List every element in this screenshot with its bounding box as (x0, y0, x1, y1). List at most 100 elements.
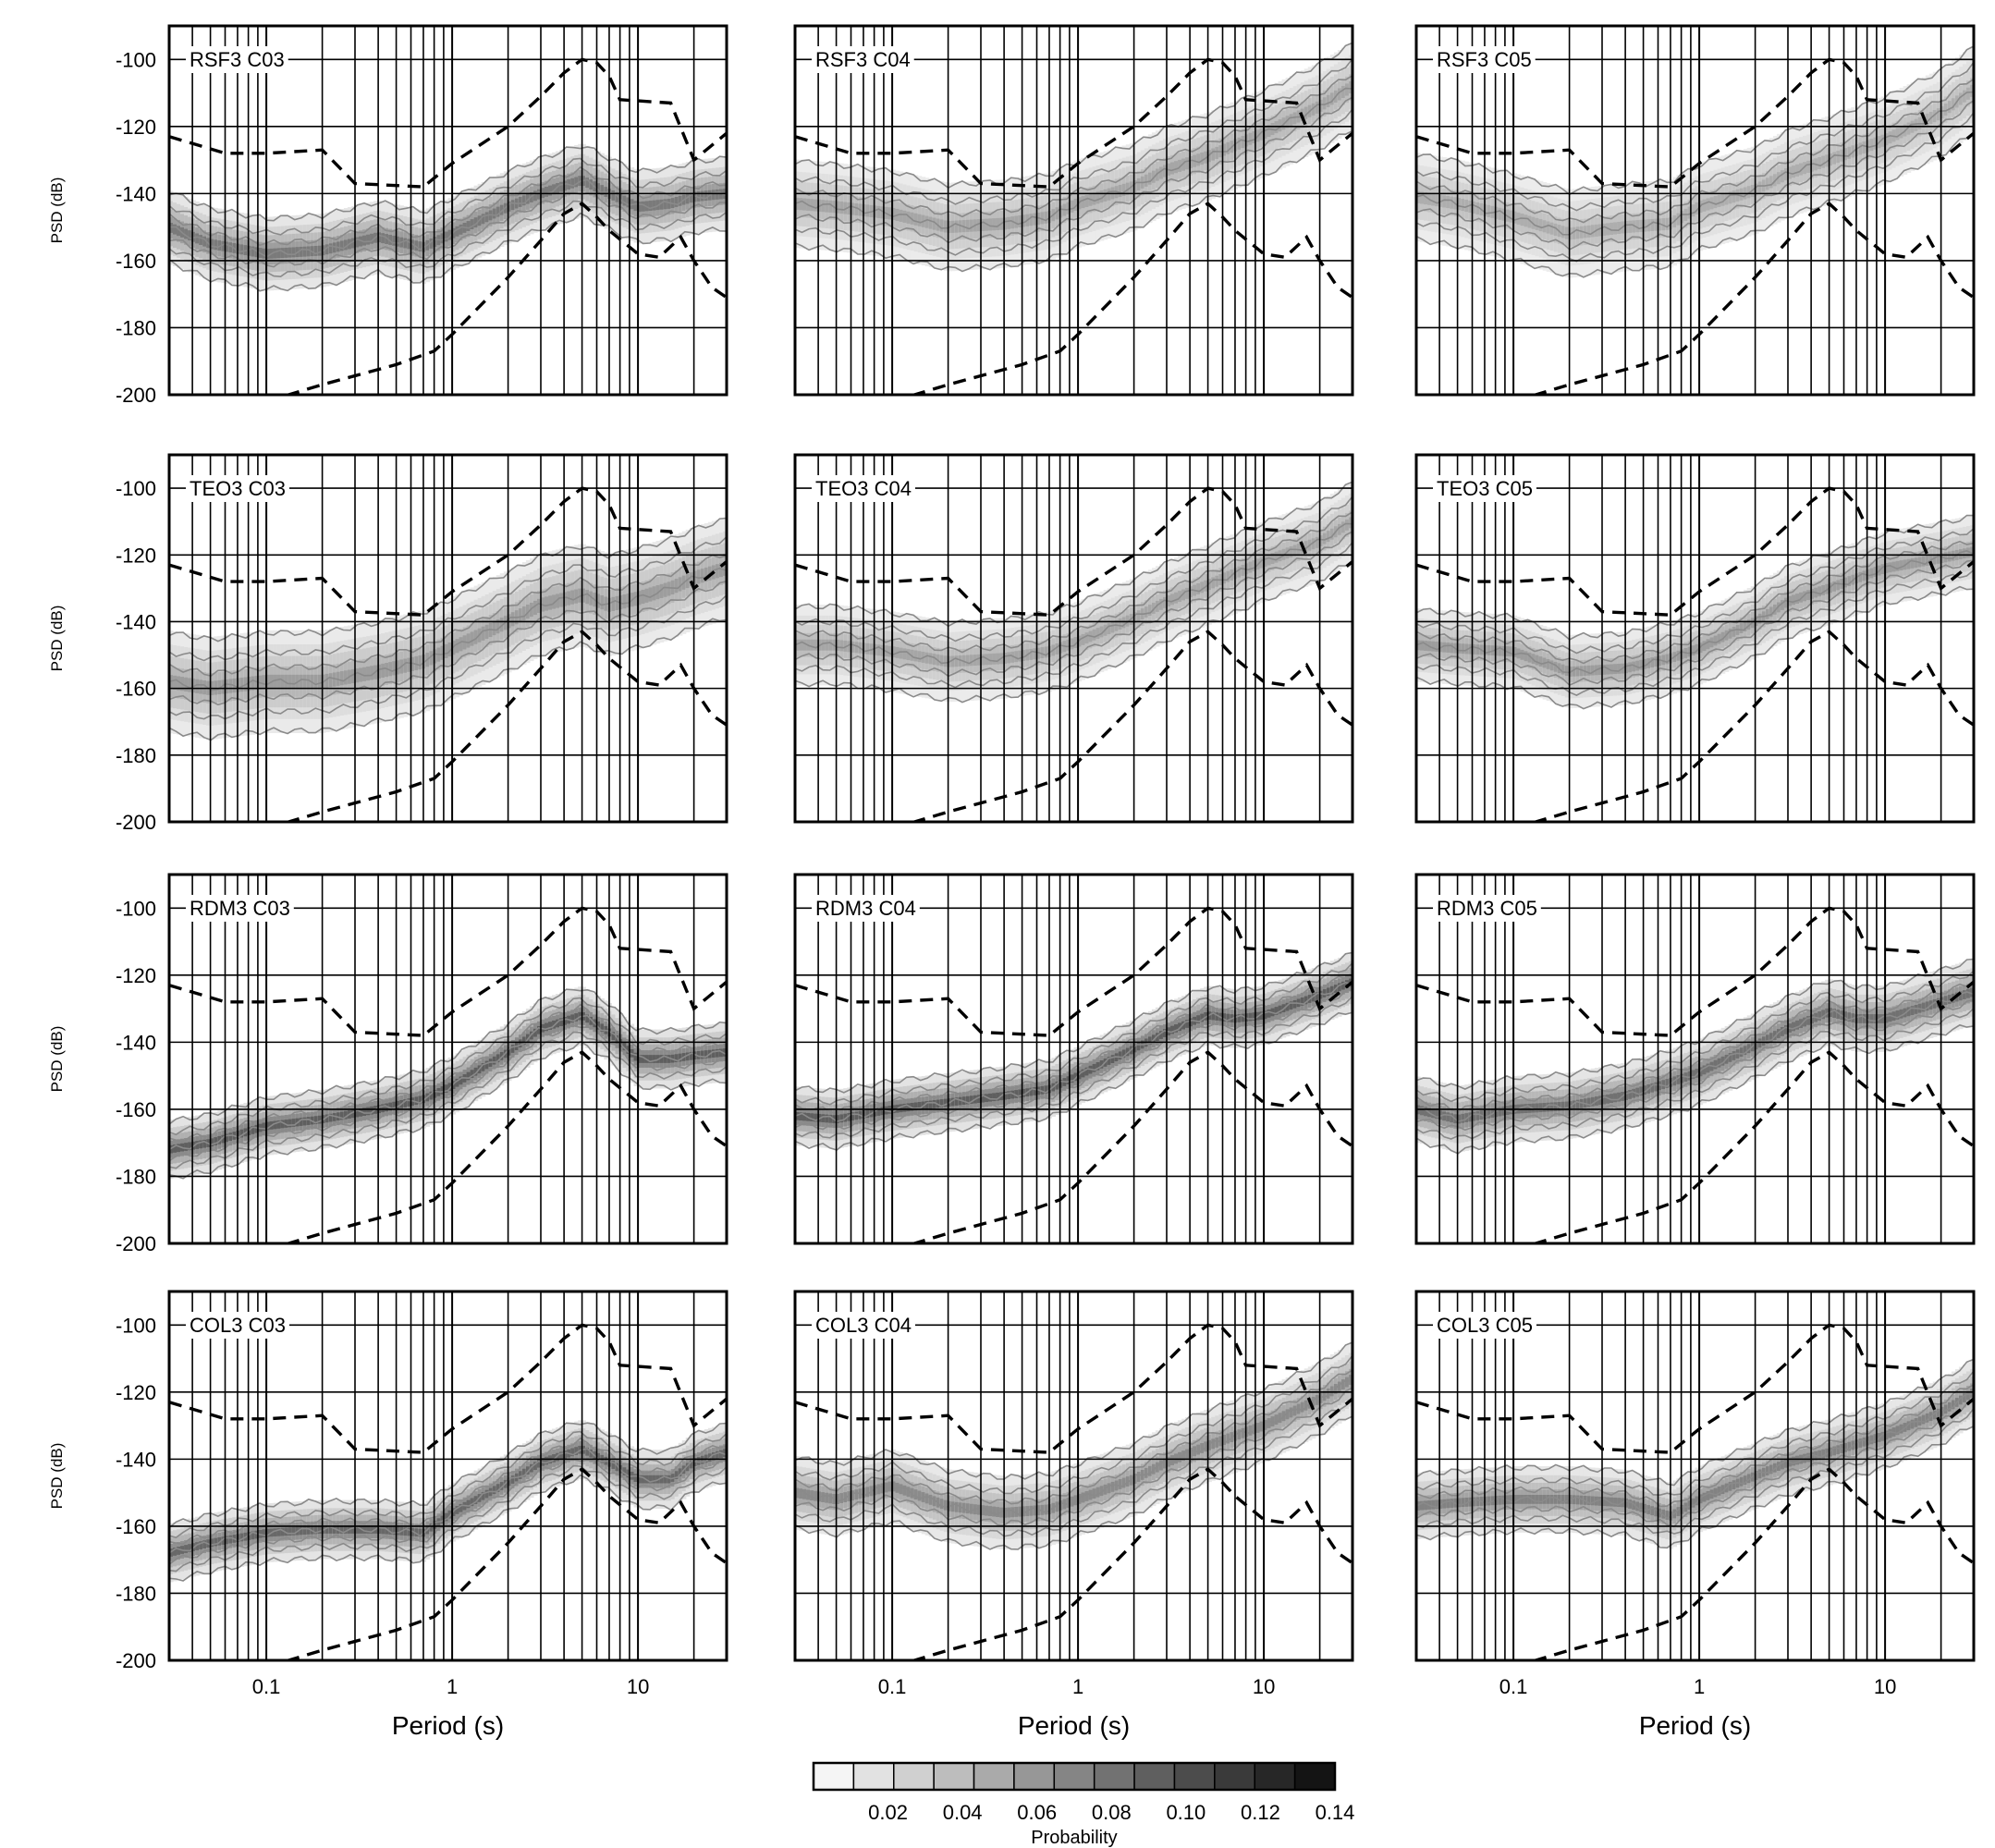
density-cell (1416, 640, 1421, 651)
density-cell (492, 620, 497, 636)
density-cell (1806, 160, 1811, 173)
density-cell (814, 639, 818, 651)
density-cell (969, 219, 974, 232)
density-cell (1687, 646, 1693, 657)
density-cell (1906, 122, 1912, 135)
density-cell (1132, 179, 1138, 193)
density-cell (1572, 226, 1577, 239)
density-cell (1424, 192, 1428, 205)
density-cell (1965, 547, 1971, 558)
panel-rsf3-c05: RSF3 C05 (1414, 24, 1976, 397)
density-cell (407, 239, 411, 250)
density-cell (262, 1122, 267, 1132)
density-cell (521, 606, 527, 621)
density-cell (1174, 592, 1179, 604)
density-cell (1461, 643, 1465, 655)
density-cell (924, 215, 930, 228)
density-cell (563, 592, 568, 606)
density-cell (1073, 637, 1079, 648)
density-cell (1869, 568, 1875, 579)
density-cell (637, 202, 643, 213)
density-cell (865, 204, 870, 217)
density-cell (1174, 161, 1179, 174)
density-cell (1110, 621, 1116, 633)
density-cell (177, 226, 181, 237)
density-cell (1910, 558, 1915, 569)
density-cell (1936, 108, 1941, 121)
density-cell (418, 241, 422, 252)
density-cell (913, 213, 919, 226)
density-cell (932, 217, 937, 230)
density-cell (1129, 181, 1134, 194)
density-cell (299, 1118, 304, 1126)
density-cell (570, 590, 575, 605)
density-cell (169, 675, 174, 690)
density-cell (1702, 641, 1707, 652)
density-cell (600, 185, 605, 196)
density-cell (536, 189, 542, 200)
density-cell (381, 233, 386, 244)
density-cell (529, 602, 534, 618)
percentile-line (795, 87, 1352, 230)
density-cell (589, 179, 594, 190)
density-cell (825, 200, 829, 213)
density-cell (976, 219, 982, 232)
density-cell (641, 201, 646, 212)
density-cell (1925, 113, 1930, 126)
density-cell (1680, 211, 1685, 224)
density-cell (362, 667, 367, 681)
density-cell (1099, 626, 1105, 638)
density-cell (1431, 641, 1436, 652)
density-cell (343, 239, 349, 251)
density-cell (1695, 202, 1700, 214)
density-cell (1609, 222, 1614, 235)
density-cell (1289, 114, 1294, 127)
density-cell (1564, 226, 1570, 239)
density-cell (1200, 581, 1205, 594)
panel-frame (793, 453, 1354, 824)
density-cell (350, 238, 356, 249)
density-cell (1029, 648, 1034, 660)
density-cell (1561, 226, 1566, 239)
density-cell (306, 246, 312, 257)
density-cell (1263, 126, 1268, 139)
noise-model-nlnm (283, 630, 727, 822)
density-cell (1579, 226, 1585, 239)
density-cell (1498, 645, 1503, 656)
panel-label: RSF3 C05 (1437, 48, 1532, 71)
density-cell (1586, 665, 1592, 676)
density-cell (1472, 643, 1476, 655)
density-cell (1527, 652, 1533, 663)
density-cell (1348, 517, 1352, 529)
density-cell (1654, 656, 1658, 667)
density-cell (943, 655, 949, 667)
density-cell (674, 197, 679, 207)
density-cell (254, 247, 260, 258)
density-cell (1442, 642, 1447, 653)
density-cell (510, 200, 516, 211)
density-cell (1285, 547, 1291, 559)
density-cell (965, 655, 971, 667)
density-cell (440, 645, 446, 660)
density-cell (1602, 223, 1607, 236)
density-cell (825, 639, 829, 651)
density-cell (1136, 177, 1142, 190)
density-cell (1457, 643, 1462, 654)
density-cell (328, 243, 334, 254)
density-cell (366, 666, 371, 681)
density-cell (1461, 199, 1465, 212)
density-cell (1803, 591, 1807, 602)
density-cell (302, 674, 308, 689)
density-cell (1340, 521, 1346, 533)
density-cell (589, 591, 594, 606)
density-cell (836, 639, 840, 651)
noise-model-nlnm (909, 202, 1352, 395)
percentile-line (795, 511, 1352, 654)
density-cell (887, 645, 893, 657)
density-cell (1318, 535, 1324, 547)
density-cell (917, 651, 923, 663)
density-cell (802, 198, 807, 211)
density-cell (722, 561, 727, 576)
panel-label: TEO3 C04 (815, 477, 912, 500)
density-cell (343, 670, 349, 685)
